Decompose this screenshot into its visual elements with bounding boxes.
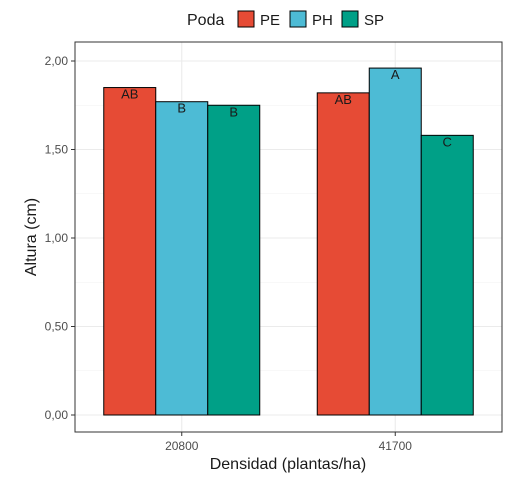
bar bbox=[207, 104, 261, 416]
x-tick-label: 41700 bbox=[379, 439, 413, 453]
x-axis: 20800 41700 bbox=[165, 432, 412, 453]
bar-label: AB bbox=[335, 92, 352, 107]
bar-label: A bbox=[391, 67, 400, 82]
legend-title: Poda bbox=[187, 12, 224, 29]
legend-label: PH bbox=[312, 12, 333, 29]
bar bbox=[316, 92, 370, 416]
plot-border bbox=[74, 41, 503, 433]
x-axis-title: Densidad (plantas/ha) bbox=[210, 456, 367, 473]
bars bbox=[103, 67, 474, 416]
y-tick-label: 1,50 bbox=[45, 143, 69, 157]
y-tick-label: 2,00 bbox=[45, 54, 69, 68]
bar bbox=[420, 134, 474, 416]
y-axis-title: Altura (cm) bbox=[23, 198, 40, 276]
legend-items: PE PH SP bbox=[237, 10, 384, 29]
legend-swatch bbox=[341, 10, 359, 28]
y-tick-label: 1,00 bbox=[45, 231, 69, 245]
y-tick-label: 0,50 bbox=[45, 320, 69, 334]
bar-label: B bbox=[229, 104, 238, 119]
bar bbox=[103, 87, 157, 416]
x-tick-label: 20800 bbox=[165, 439, 199, 453]
bar-label: AB bbox=[121, 87, 138, 102]
bar-label: B bbox=[177, 101, 186, 116]
bar bbox=[368, 67, 422, 416]
legend-label: PE bbox=[260, 12, 280, 29]
y-tick-label: 0,00 bbox=[45, 408, 69, 422]
legend-swatch bbox=[289, 10, 307, 28]
bar bbox=[155, 101, 209, 416]
y-axis: 0,00 0,50 1,00 1,50 2,00 bbox=[45, 54, 75, 422]
bar-label: C bbox=[443, 134, 452, 149]
legend-swatch bbox=[237, 10, 255, 28]
legend-label: SP bbox=[364, 12, 384, 29]
legend: Poda PE PH SP bbox=[187, 10, 384, 29]
